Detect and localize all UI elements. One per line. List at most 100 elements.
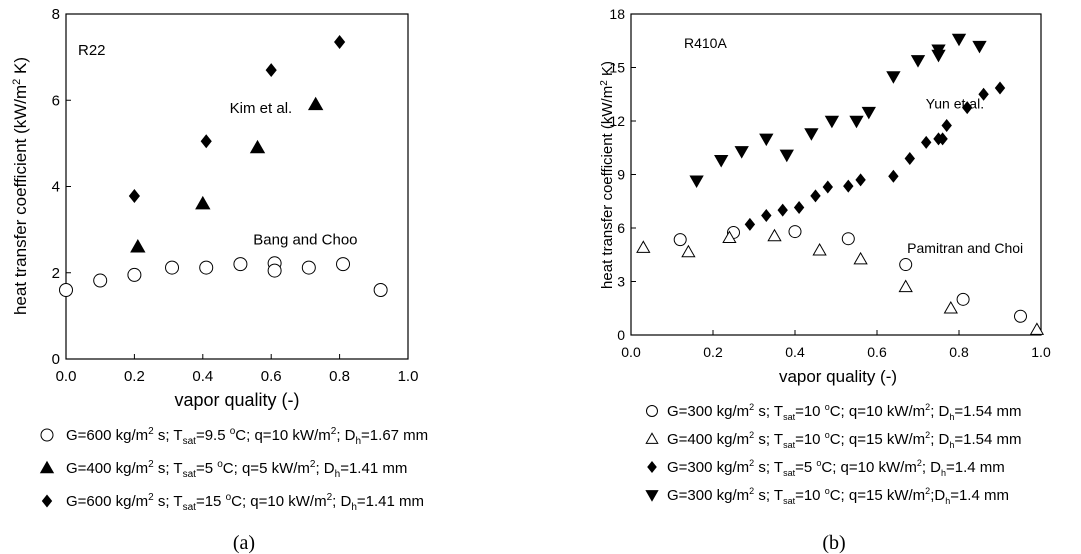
x-tick-label: 0.8 [949,344,969,360]
legend-entry: G=600 kg/m2 s; Tsat=9.5 oC; q=10 kW/m2; … [40,426,428,447]
y-tick-label: 0 [52,351,60,368]
data-point [972,40,987,54]
data-point [943,300,958,314]
data-point [843,179,854,193]
data-point [722,230,737,244]
data-point [855,173,866,187]
data-point [127,267,142,282]
panel-a-points [59,35,388,297]
series-2 [130,96,324,253]
data-point [681,244,696,258]
data-point [130,239,146,253]
annotation-label: Kim et al. [230,100,293,117]
panel-a-legend: G=600 kg/m2 s; Tsat=9.5 oC; q=10 kW/m2; … [39,426,428,513]
data-point [200,134,212,149]
y-tick-label: 4 [52,179,60,196]
data-point [899,258,913,272]
data-point [861,106,876,120]
data-point [810,189,821,203]
data-point [673,233,687,247]
data-point [886,71,901,84]
data-point [1014,309,1027,323]
panel-b-legend: G=300 kg/m2 s; Tsat=10 oC; q=10 kW/m2; D… [645,402,1022,506]
annotation-label: Pamitran and Choi [907,240,1023,256]
y-tick-label: 12 [609,113,625,129]
y-tick-label: 9 [617,167,625,183]
legend-marker [646,405,658,417]
x-tick-label: 0.2 [703,344,723,360]
legend-label: G=300 kg/m2 s; Tsat=10 oC; q=15 kW/m2;Dh… [667,486,1009,506]
legend-label: G=300 kg/m2 s; Tsat=10 oC; q=10 kW/m2; D… [667,402,1022,422]
legend-label: G=400 kg/m2 s; Tsat=10 oC; q=15 kW/m2; D… [667,430,1022,450]
series-2 [636,228,1045,335]
x-tick-label: 1.0 [1031,344,1051,360]
data-point [267,263,282,278]
y-tick-label: 2 [52,265,60,282]
data-point [373,283,388,297]
panel-a-x-axis-title: vapor quality (-) [174,390,299,410]
data-point [841,232,855,246]
data-point [336,257,351,272]
data-point [307,96,324,111]
panel-a-plot-frame [65,13,409,360]
data-point [93,273,108,288]
legend-entry: G=300 kg/m2 s; Tsat=10 oC; q=15 kW/m2;Dh… [645,486,1009,506]
data-point [961,101,973,115]
series-3 [128,35,346,203]
data-point [931,49,946,63]
data-point [824,115,840,129]
legend-marker [39,460,55,474]
data-point [195,195,211,210]
data-point [689,175,704,189]
x-tick-label: 0.0 [56,368,77,385]
data-point [853,251,868,265]
data-point [920,135,932,149]
legend-entry: G=400 kg/m2 s; Tsat=10 oC; q=15 kW/m2; D… [645,430,1022,450]
panel-b-y-axis-title: heat transfer coefficient (kW/m2 K) [599,61,616,289]
data-point [994,81,1006,95]
y-tick-label: 6 [52,92,60,109]
data-point [804,128,819,141]
y-tick-label: 15 [609,60,625,76]
data-point [777,203,788,217]
panel-a-y-axis-title: heat transfer coefficient (kW/m2 K) [11,57,30,315]
legend-entry: G=300 kg/m2 s; Tsat=10 oC; q=10 kW/m2; D… [646,402,1022,422]
panel-b: 0.0 0.2 0.4 0.6 0.8 1.0 0 3 6 9 12 15 18 R410A Yun … [599,6,1051,554]
data-point [898,279,913,293]
x-tick-label: 0.4 [192,368,213,385]
legend-marker [645,432,659,444]
x-tick-label: 0.8 [329,368,350,385]
data-point [265,63,277,78]
series-4 [689,33,987,189]
y-tick-label: 8 [52,6,60,23]
data-point [636,240,651,253]
data-point [59,283,73,297]
data-point [734,146,749,159]
x-tick-label: 1.0 [398,368,419,385]
legend-label: G=600 kg/m2 s; Tsat=15 oC; q=10 kW/m2; D… [66,492,424,513]
legend-marker [41,494,53,508]
panel-a-caption: (a) [233,532,255,554]
legend-entry: G=600 kg/m2 s; Tsat=15 oC; q=10 kW/m2; D… [41,492,424,513]
data-point [165,260,180,275]
data-point [744,217,756,231]
data-point [1029,322,1045,335]
data-point [199,260,214,275]
panel-b-plot-frame [630,13,1042,336]
panel-a: 0.0 0.2 0.4 0.6 0.8 1.0 0 2 4 6 8 R22 Kim et al. B… [11,6,428,554]
data-point [334,35,346,50]
y-tick-label: 18 [609,6,625,22]
x-tick-label: 0.6 [867,344,887,360]
panel-a-label: R22 [78,42,106,59]
x-tick-label: 0.2 [124,368,145,385]
panel-b-y-ticks: 0 3 6 9 12 15 18 [609,6,636,343]
data-point [937,132,948,146]
y-tick-label: 6 [617,220,625,236]
data-point [941,118,952,132]
data-point [249,139,266,154]
data-point [761,209,772,223]
panel-b-x-axis-title: vapor quality (-) [779,367,897,386]
x-tick-label: 0.6 [261,368,282,385]
annotation-label: Bang and Choo [253,232,357,249]
